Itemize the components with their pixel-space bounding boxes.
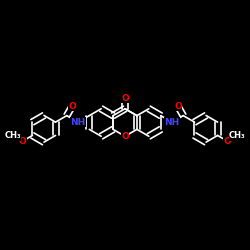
Text: O: O [121,132,129,141]
Text: N: N [168,118,176,127]
Text: NH: NH [164,118,180,127]
Text: O: O [174,102,182,111]
Text: O: O [224,137,232,146]
Text: O: O [18,137,26,146]
Text: CH₃: CH₃ [4,131,21,140]
Text: N: N [74,118,82,127]
Text: NH: NH [70,118,86,127]
Text: CH₃: CH₃ [229,131,246,140]
Text: O: O [121,94,129,102]
Text: O: O [68,102,76,111]
